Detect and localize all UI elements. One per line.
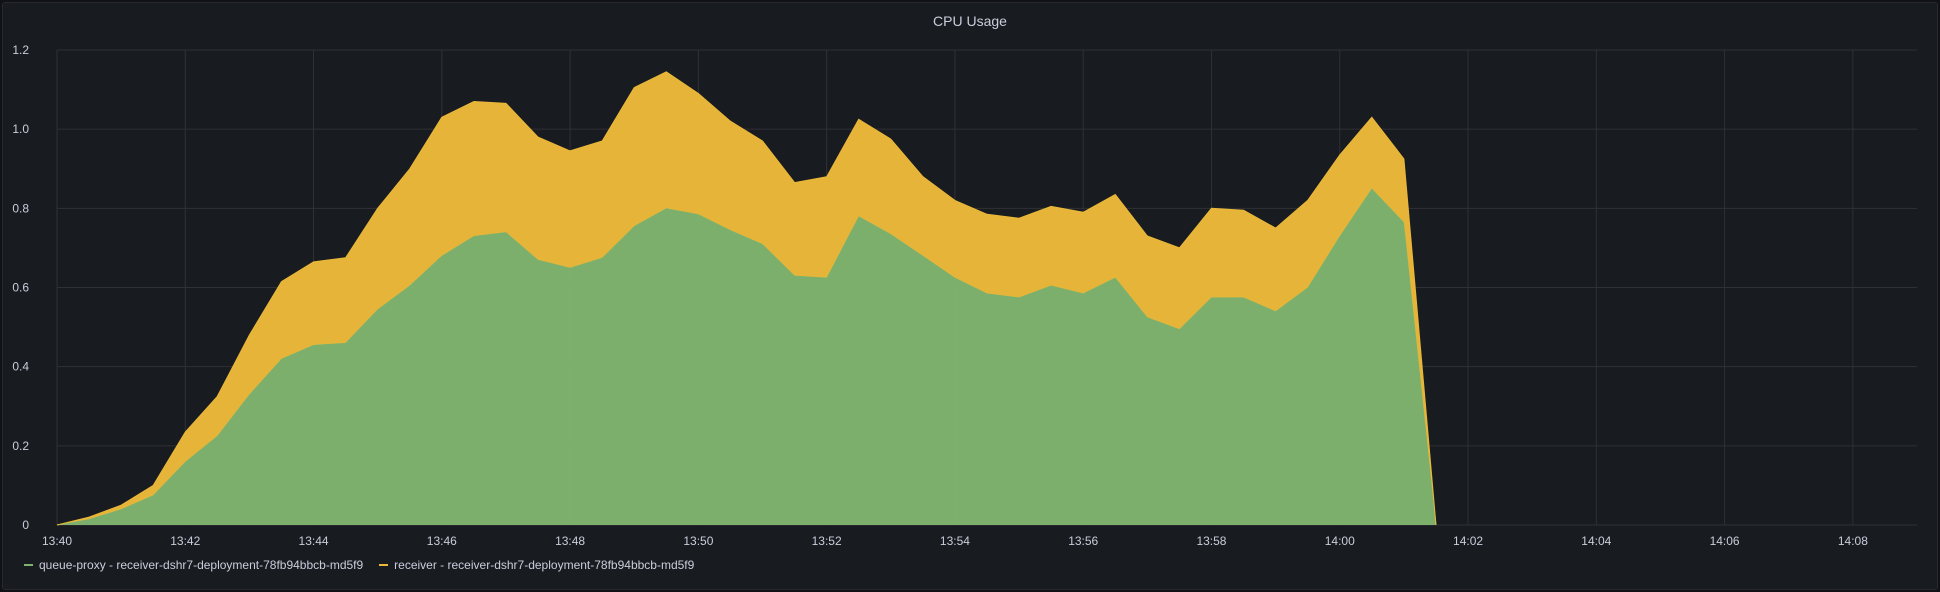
legend: queue-proxy - receiver-dshr7-deployment-… <box>24 558 694 572</box>
x-tick-label: 14:06 <box>1710 534 1740 548</box>
y-tick-label: 0.4 <box>12 360 29 374</box>
legend-swatch <box>24 564 33 566</box>
panel-title[interactable]: CPU Usage <box>933 13 1007 29</box>
x-tick-label: 14:02 <box>1453 534 1483 548</box>
x-tick-label: 13:58 <box>1196 534 1226 548</box>
x-tick-label: 13:56 <box>1068 534 1098 548</box>
legend-item-1[interactable]: queue-proxy - receiver-dshr7-deployment-… <box>24 558 363 572</box>
x-tick-label: 13:52 <box>812 534 842 548</box>
x-tick-label: 13:42 <box>170 534 200 548</box>
x-tick-label: 13:50 <box>683 534 713 548</box>
x-tick-label: 14:04 <box>1581 534 1611 548</box>
x-tick-label: 13:44 <box>299 534 329 548</box>
legend-swatch <box>379 564 389 566</box>
legend-label: receiver - receiver-dshr7-deployment-78f… <box>394 558 695 572</box>
y-tick-label: 1.2 <box>12 43 29 57</box>
x-tick-label: 14:08 <box>1838 534 1868 548</box>
series-line-2 <box>56 71 1437 526</box>
y-tick-label: 0 <box>22 518 29 532</box>
x-tick-label: 13:46 <box>427 534 457 548</box>
x-tick-label: 13:48 <box>555 534 585 548</box>
series-area-2 <box>57 71 1436 526</box>
legend-item-2[interactable]: receiver - receiver-dshr7-deployment-78f… <box>379 558 694 572</box>
x-tick-label: 13:54 <box>940 534 970 548</box>
x-tick-label: 13:40 <box>42 534 72 548</box>
y-tick-label: 1.0 <box>12 122 29 136</box>
legend-label: queue-proxy - receiver-dshr7-deployment-… <box>39 558 364 572</box>
y-tick-label: 0.2 <box>12 439 29 453</box>
x-tick-label: 14:00 <box>1325 534 1355 548</box>
series-area-1 <box>57 188 1436 525</box>
y-tick-label: 0.6 <box>12 281 29 295</box>
y-tick-label: 0.8 <box>12 201 29 215</box>
